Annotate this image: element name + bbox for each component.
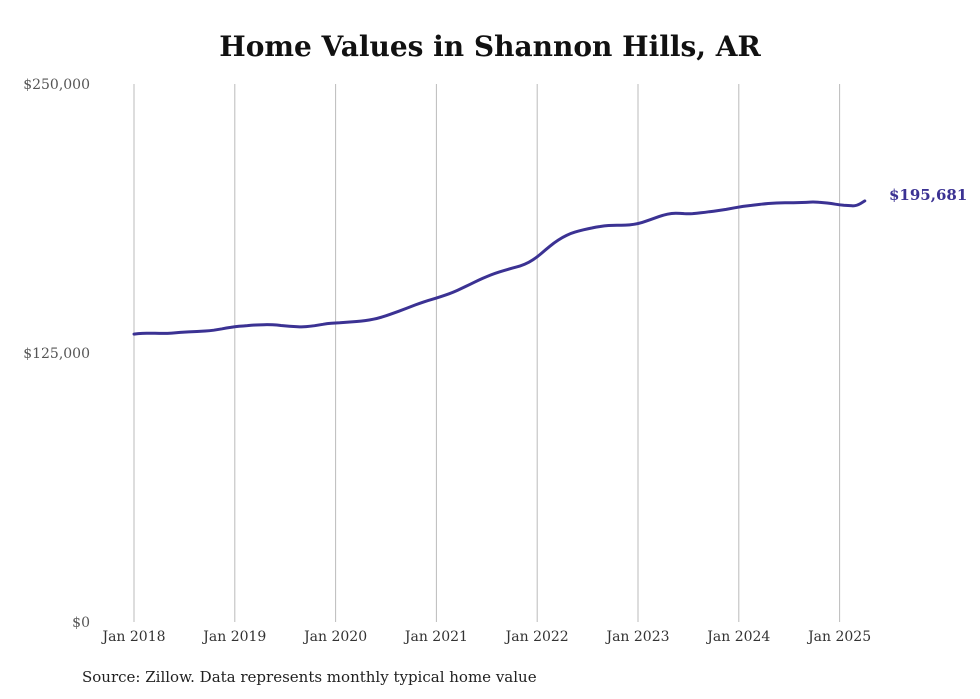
y-tick-label: $0 [72, 615, 90, 631]
x-tick-label: Jan 2020 [302, 629, 367, 645]
source-note: Source: Zillow. Data represents monthly … [82, 668, 537, 686]
y-tick-label: $250,000 [23, 77, 90, 93]
series-line [132, 199, 867, 336]
x-tick-label: Jan 2022 [504, 629, 569, 645]
x-tick-label: Jan 2018 [100, 629, 165, 645]
x-tick-label: Jan 2019 [201, 629, 266, 645]
y-axis-labels: $0 $125,000 $250,000 [23, 77, 90, 631]
x-tick-label: Jan 2021 [403, 629, 468, 645]
gridlines [133, 84, 841, 622]
x-axis-labels: Jan 2018 Jan 2019 Jan 2020 Jan 2021 Jan 2022… [100, 629, 871, 645]
x-tick-label: Jan 2024 [705, 629, 770, 645]
series-layer [132, 199, 867, 336]
chart-title: Home Values in Shannon Hills, AR [219, 30, 761, 63]
end-value-label: $195,681 [889, 186, 967, 204]
x-tick-label: Jan 2023 [604, 629, 669, 645]
y-tick-label: $125,000 [23, 346, 90, 362]
x-tick-label: Jan 2025 [806, 629, 871, 645]
